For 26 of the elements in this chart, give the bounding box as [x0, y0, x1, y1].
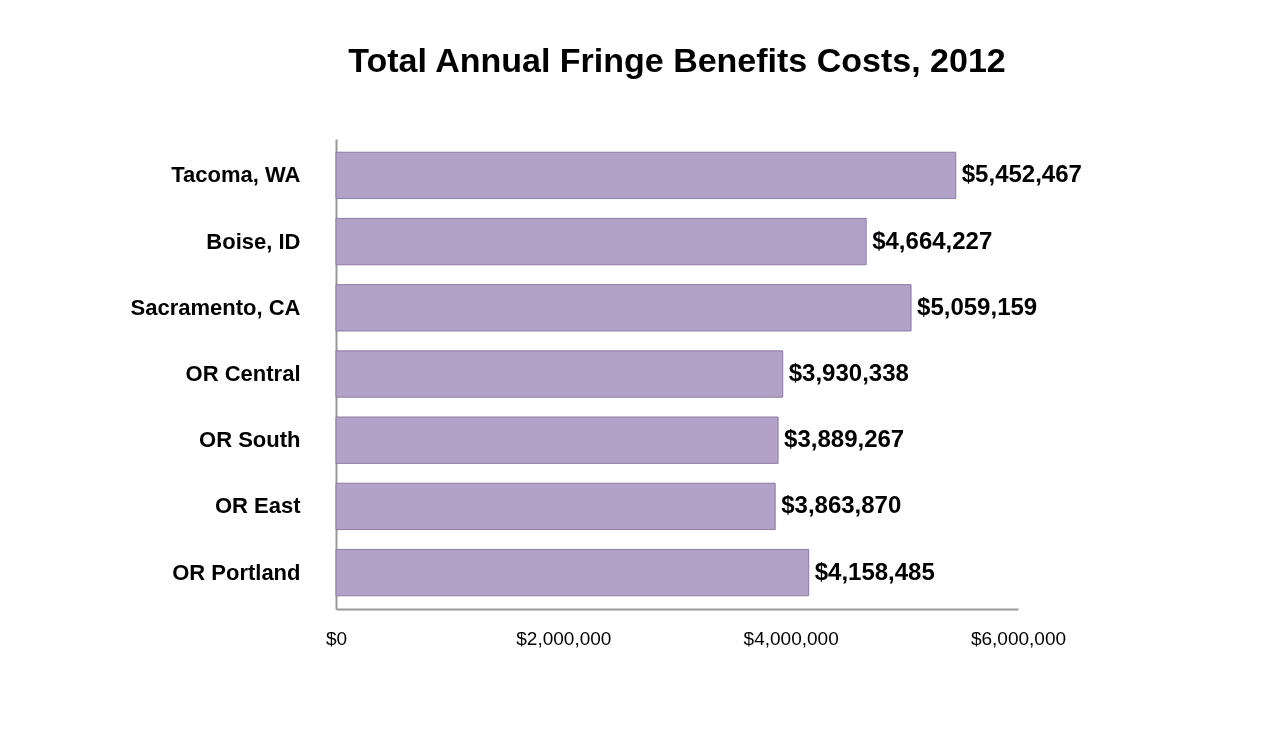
data-label: $3,863,870: [781, 491, 902, 519]
y-tick-label: Sacramento, CA: [130, 294, 301, 320]
y-tick-label: OR Portland: [172, 559, 301, 585]
data-label: $5,059,159: [917, 292, 1038, 320]
data-label: $3,930,338: [788, 359, 909, 386]
bar: [335, 416, 779, 464]
y-tick-label: OR South: [199, 427, 301, 453]
bar: [335, 284, 912, 332]
bar: [335, 548, 810, 597]
y-tick-label: OR East: [214, 493, 302, 519]
bar: [335, 350, 784, 398]
chart-title: Total Annual Fringe Benefits Costs, 2012: [348, 41, 1006, 79]
x-tick-label: $0: [325, 627, 348, 649]
data-label: $4,158,485: [814, 557, 935, 585]
bar: [335, 151, 957, 200]
x-tick-label: $2,000,000: [516, 627, 612, 649]
data-label: $4,664,227: [872, 226, 993, 254]
x-tick-label: $6,000,000: [970, 627, 1067, 649]
bar: [335, 482, 776, 531]
y-tick-label: Boise, ID: [206, 228, 301, 254]
x-tick-label: $4,000,000: [743, 627, 839, 649]
data-label: $5,452,467: [961, 160, 1082, 188]
y-tick-label: Tacoma, WA: [171, 162, 301, 188]
data-label: $3,889,267: [784, 425, 905, 453]
y-tick-label: OR Central: [185, 361, 301, 386]
bar: [335, 217, 867, 266]
